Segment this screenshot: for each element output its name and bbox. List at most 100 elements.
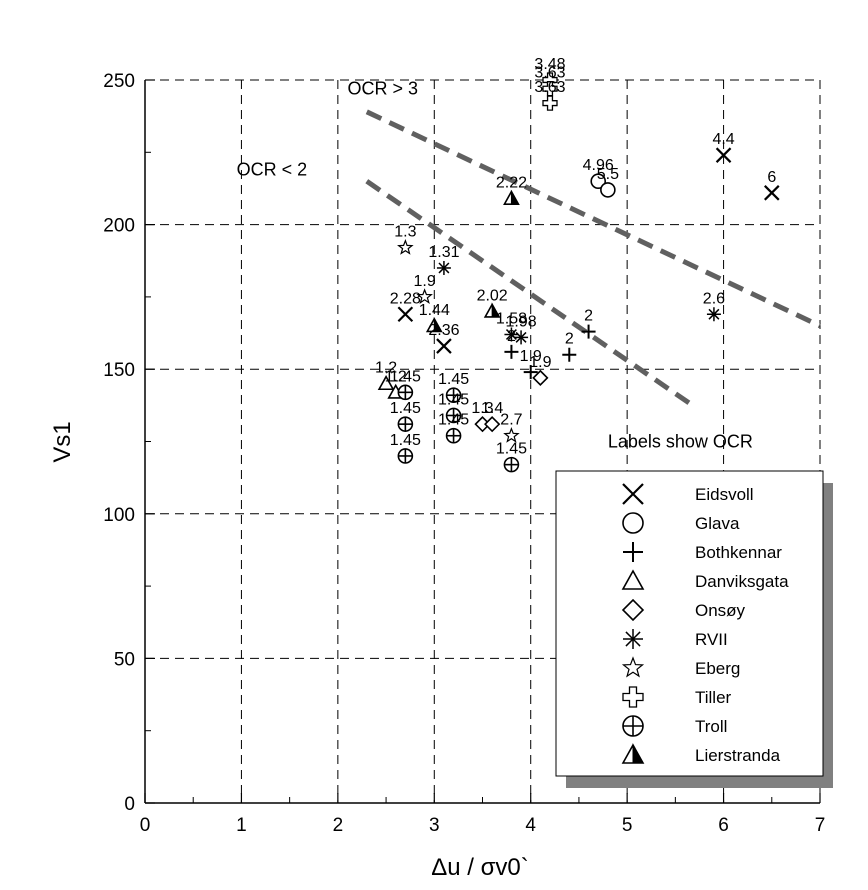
marker-shape: [397, 238, 414, 255]
point-label: 1.9: [414, 273, 436, 290]
legend-marker-troll: [622, 715, 644, 737]
y-tick-label: 50: [114, 649, 135, 670]
point-label: 1.45: [390, 400, 421, 417]
data-point-onsøy: [532, 369, 549, 387]
x-tick-label: 7: [815, 815, 826, 836]
data-point-eidsvoll: [764, 185, 780, 201]
data-point-glava: [590, 173, 607, 190]
point-label: 3.63: [534, 79, 565, 96]
annotation: OCR < 2: [237, 159, 308, 179]
data-points: [377, 72, 780, 473]
legend-label: Danviksgata: [695, 572, 789, 591]
point-label: 2.22: [496, 175, 527, 192]
marker-shape: [377, 375, 395, 391]
y-tick-label: 150: [103, 360, 135, 381]
point-label: 1.2: [375, 360, 397, 377]
data-point-rvii: [436, 260, 451, 275]
legend-marker-glava: [622, 512, 644, 534]
point-label: 1.4: [481, 400, 503, 417]
data-point-lierstranda: [503, 189, 520, 205]
point-label: 1.9: [520, 348, 542, 365]
marker-shape: [503, 427, 520, 443]
marker-stroke: [708, 308, 720, 320]
marker-shape: [416, 288, 433, 305]
data-point-bothkennar: [581, 324, 596, 339]
point-label: 3.63: [534, 65, 565, 82]
legend-marker-danviksgata: [621, 569, 645, 590]
marker-shape: [542, 95, 558, 111]
y-tick-label: 100: [103, 505, 135, 526]
point-label: 3.48: [534, 56, 565, 73]
point-label: 1.3: [394, 224, 416, 241]
legend-label: Eidsvoll: [695, 485, 754, 504]
legend-marker-eidsvoll: [622, 483, 644, 505]
marker-stroke: [764, 185, 780, 201]
point-label: 2.6: [703, 290, 725, 307]
point-label: 1.45: [390, 368, 421, 385]
marker-stroke: [436, 338, 452, 354]
x-tick-label: 5: [622, 815, 633, 836]
data-point-tiller: [542, 95, 558, 111]
legend-label: Glava: [695, 514, 740, 533]
data-point-troll: [445, 427, 462, 444]
marker-stroke: [622, 483, 644, 505]
data-point-onsøy: [484, 416, 501, 433]
data-point-eberg: [503, 427, 520, 443]
marker-shape: [622, 686, 644, 708]
point-label: 1.9: [529, 354, 551, 371]
data-point-lierstranda: [483, 302, 501, 318]
data-point-rvii: [706, 307, 721, 322]
legend-marker-onsøy: [621, 598, 645, 622]
y-tick-label: 250: [103, 71, 135, 92]
data-point-troll: [397, 416, 414, 432]
data-point-eidsvoll: [397, 306, 414, 323]
y-tick-label: 200: [103, 216, 135, 237]
data-point-eberg: [397, 238, 414, 255]
legend-label: Bothkennar: [695, 543, 782, 562]
marker-stroke: [397, 306, 414, 323]
data-point-eidsvoll: [715, 147, 732, 163]
marker-shape: [532, 369, 549, 387]
marker-fill: [510, 189, 520, 205]
point-label: 1.44: [419, 302, 450, 319]
point-label: 1.3: [471, 400, 493, 417]
point-label: 1.31: [428, 244, 459, 261]
point-label: 4.4: [712, 131, 734, 148]
x-tick-label: 3: [429, 815, 440, 836]
y-tick-label: 0: [124, 794, 135, 815]
point-label: 1.2: [385, 368, 407, 385]
x-tick-label: 1: [236, 815, 247, 836]
point-label: 1.45: [496, 441, 527, 458]
legend-marker-lierstranda: [621, 743, 645, 764]
legend-label: Lierstranda: [695, 746, 781, 765]
point-labels: 4.462.282.364.965.5221.921.21.21.91.31.4…: [375, 56, 776, 458]
marker-stroke: [625, 631, 641, 647]
marker-shape: [622, 512, 644, 534]
data-point-troll: [503, 456, 520, 473]
trend-line: [365, 109, 822, 329]
annotation: Labels show OCR: [608, 431, 753, 451]
point-label: 1.45: [438, 391, 469, 408]
x-axis-title: Δu / σv0`: [431, 854, 529, 881]
point-label: 4.96: [583, 157, 614, 174]
y-axis-title: Vs1: [49, 421, 76, 462]
annotation: OCR > 3: [348, 78, 419, 98]
data-point-troll: [445, 407, 462, 424]
marker-stroke: [505, 329, 517, 340]
legend-box: [555, 470, 824, 777]
data-point-troll: [397, 384, 414, 401]
marker-shape: [621, 598, 645, 622]
marker-shape: [621, 569, 645, 590]
marker-stroke: [715, 147, 732, 163]
x-tick-label: 2: [333, 815, 344, 836]
data-point-danviksgata: [377, 375, 395, 391]
legend-label: Tiller: [695, 688, 732, 707]
trend-line: [365, 179, 697, 409]
marker-stroke: [438, 262, 450, 274]
marker-shape: [600, 182, 616, 198]
data-point-eidsvoll: [436, 338, 452, 354]
point-label: 2.28: [390, 290, 421, 307]
legend-marker-rvii: [623, 629, 643, 649]
data-point-bothkennar: [504, 344, 519, 359]
